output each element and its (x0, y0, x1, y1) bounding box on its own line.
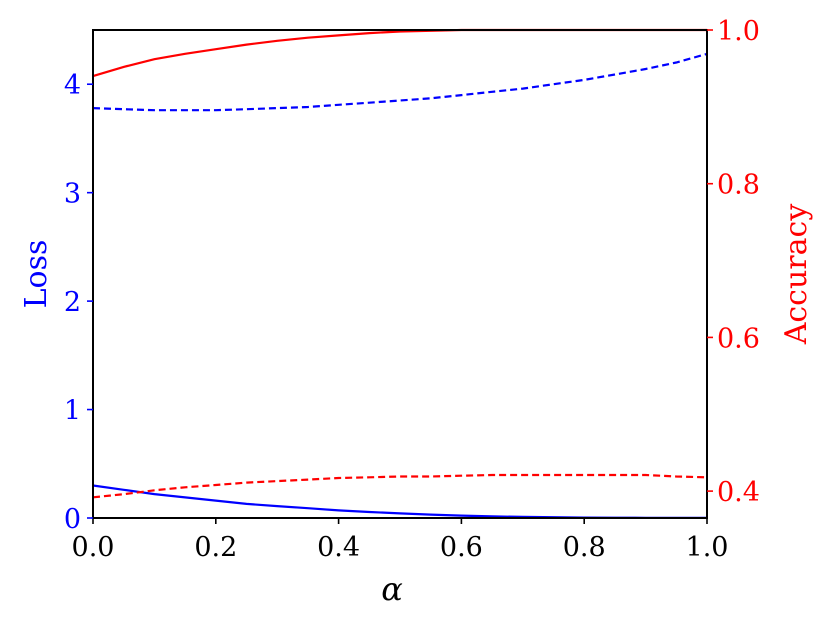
y-left-tick-label: 2 (64, 287, 81, 318)
y-right-tick-label: 0.6 (717, 323, 760, 354)
x-tick-label: 0.8 (563, 532, 606, 563)
y-left-tick-label: 1 (64, 396, 81, 427)
y-right-tick-label: 0.8 (717, 170, 760, 201)
y-left-tick-label: 4 (64, 70, 81, 101)
y-left-tick-label: 0 (64, 504, 81, 535)
x-tick-label: 0.2 (194, 532, 237, 563)
y-right-tick-label: 1.0 (717, 16, 760, 47)
x-tick-label: 0.4 (317, 532, 360, 563)
ticks-layer: 0.0 0.2 0.4 0.6 0.8 1.0 0 1 2 3 4 0.4 0.6 0.8 1.0 (64, 16, 760, 563)
series-left-dashed-line (92, 52, 708, 112)
x-tick-label: 1.0 (686, 532, 729, 563)
plot-area (93, 30, 707, 518)
y-axis-label-left: Loss (19, 240, 54, 309)
x-axis-label: α (381, 570, 403, 608)
plot-frame (92, 29, 708, 519)
y-right-tick-label: 0.4 (717, 477, 760, 508)
series-right-dashed-line (92, 473, 708, 499)
y-axis-label-right: Accuracy (779, 204, 814, 346)
x-tick-label: 0.0 (72, 532, 115, 563)
x-tick-label: 0.6 (440, 532, 483, 563)
y-left-tick-label: 3 (64, 179, 81, 210)
